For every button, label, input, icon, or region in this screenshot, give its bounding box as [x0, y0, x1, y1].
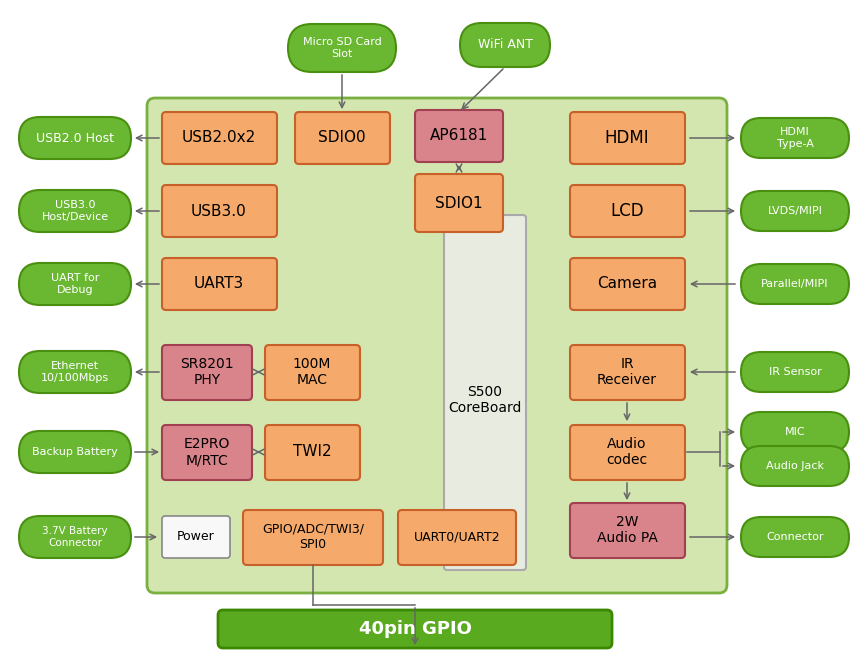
- Text: Power: Power: [177, 531, 214, 544]
- FancyBboxPatch shape: [741, 446, 849, 486]
- FancyBboxPatch shape: [243, 510, 383, 565]
- FancyBboxPatch shape: [741, 517, 849, 557]
- Text: Ethernet
10/100Mbps: Ethernet 10/100Mbps: [41, 361, 109, 383]
- FancyBboxPatch shape: [741, 191, 849, 231]
- Text: USB2.0x2: USB2.0x2: [182, 130, 257, 145]
- FancyBboxPatch shape: [162, 185, 277, 237]
- FancyBboxPatch shape: [741, 412, 849, 452]
- FancyBboxPatch shape: [19, 190, 131, 232]
- Text: TWI2: TWI2: [293, 445, 331, 460]
- FancyBboxPatch shape: [398, 510, 516, 565]
- Text: Micro SD Card
Slot: Micro SD Card Slot: [303, 37, 381, 59]
- FancyBboxPatch shape: [19, 516, 131, 558]
- FancyBboxPatch shape: [265, 345, 360, 400]
- Text: Audio
codec: Audio codec: [607, 437, 648, 467]
- Text: Parallel/MIPI: Parallel/MIPI: [761, 279, 829, 289]
- Text: Camera: Camera: [597, 276, 657, 291]
- Text: SDIO1: SDIO1: [435, 195, 483, 210]
- Text: HDMI
Type-A: HDMI Type-A: [776, 127, 813, 149]
- FancyBboxPatch shape: [741, 118, 849, 158]
- Text: AP6181: AP6181: [430, 128, 488, 143]
- Text: LCD: LCD: [610, 202, 644, 220]
- Text: HDMI: HDMI: [605, 129, 650, 147]
- Text: WiFi ANT: WiFi ANT: [478, 39, 533, 52]
- FancyBboxPatch shape: [162, 425, 252, 480]
- Text: USB3.0: USB3.0: [191, 204, 247, 219]
- FancyBboxPatch shape: [265, 425, 360, 480]
- Text: SDIO0: SDIO0: [318, 130, 366, 145]
- FancyBboxPatch shape: [295, 112, 390, 164]
- Text: 100M
MAC: 100M MAC: [293, 357, 331, 387]
- FancyBboxPatch shape: [444, 215, 526, 570]
- FancyBboxPatch shape: [415, 174, 503, 232]
- Text: MIC: MIC: [785, 427, 806, 437]
- Text: S500
CoreBoard: S500 CoreBoard: [449, 385, 522, 415]
- Text: LVDS/MIPI: LVDS/MIPI: [768, 206, 823, 216]
- Text: Backup Battery: Backup Battery: [32, 447, 118, 457]
- FancyBboxPatch shape: [741, 352, 849, 392]
- Text: USB3.0
Host/Device: USB3.0 Host/Device: [41, 200, 109, 222]
- FancyBboxPatch shape: [570, 185, 685, 237]
- Text: UART0/UART2: UART0/UART2: [414, 531, 500, 544]
- FancyBboxPatch shape: [570, 345, 685, 400]
- FancyBboxPatch shape: [162, 112, 277, 164]
- Text: SR8201
PHY: SR8201 PHY: [180, 357, 234, 387]
- Text: IR
Receiver: IR Receiver: [597, 357, 657, 387]
- FancyBboxPatch shape: [415, 110, 503, 162]
- Text: 2W
Audio PA: 2W Audio PA: [596, 515, 657, 545]
- Text: GPIO/ADC/TWI3/
SPI0: GPIO/ADC/TWI3/ SPI0: [262, 523, 364, 551]
- Text: Connector: Connector: [766, 532, 824, 542]
- Text: 3.7V Battery
Connector: 3.7V Battery Connector: [42, 526, 108, 548]
- Text: UART3: UART3: [194, 276, 245, 291]
- FancyBboxPatch shape: [570, 425, 685, 480]
- FancyBboxPatch shape: [570, 258, 685, 310]
- FancyBboxPatch shape: [19, 117, 131, 159]
- Text: UART for
Debug: UART for Debug: [51, 273, 100, 295]
- Text: USB2.0 Host: USB2.0 Host: [36, 132, 114, 145]
- FancyBboxPatch shape: [741, 264, 849, 304]
- Text: Audio Jack: Audio Jack: [766, 461, 824, 471]
- FancyBboxPatch shape: [218, 610, 612, 648]
- FancyBboxPatch shape: [19, 351, 131, 393]
- FancyBboxPatch shape: [162, 345, 252, 400]
- Text: IR Sensor: IR Sensor: [769, 367, 821, 377]
- FancyBboxPatch shape: [288, 24, 396, 72]
- FancyBboxPatch shape: [19, 263, 131, 305]
- FancyBboxPatch shape: [147, 98, 727, 593]
- FancyBboxPatch shape: [570, 503, 685, 558]
- Text: 40pin GPIO: 40pin GPIO: [359, 620, 471, 638]
- FancyBboxPatch shape: [162, 258, 277, 310]
- FancyBboxPatch shape: [570, 112, 685, 164]
- FancyBboxPatch shape: [19, 431, 131, 473]
- FancyBboxPatch shape: [460, 23, 550, 67]
- FancyBboxPatch shape: [162, 516, 230, 558]
- Text: E2PRO
M/RTC: E2PRO M/RTC: [184, 437, 230, 467]
